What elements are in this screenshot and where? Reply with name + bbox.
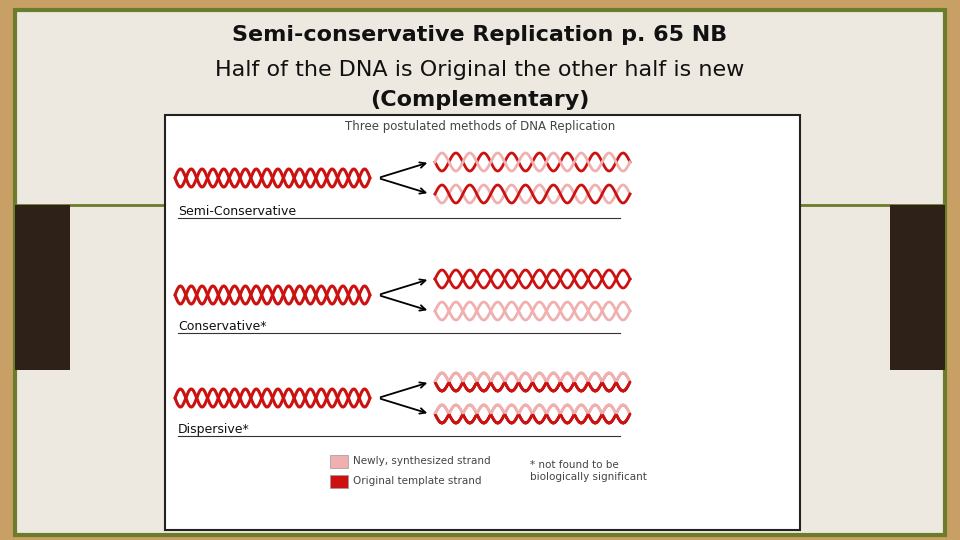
Bar [330, 455, 348, 468]
Bar [165, 115, 800, 530]
Text: Newly, synthesized strand: Newly, synthesized strand [353, 456, 491, 466]
Text: Conservative*: Conservative* [178, 320, 267, 333]
Text: (Complementary): (Complementary) [371, 90, 589, 110]
Text: Three postulated methods of DNA Replication: Three postulated methods of DNA Replicat… [345, 120, 615, 133]
Bar [330, 475, 348, 488]
Text: Half of the DNA is Original the other half is new: Half of the DNA is Original the other ha… [215, 60, 745, 80]
Text: * not found to be
biologically significant: * not found to be biologically significa… [530, 460, 647, 482]
Text: Dispersive*: Dispersive* [178, 423, 250, 436]
Bar [15, 205, 70, 370]
Text: Semi-Conservative: Semi-Conservative [178, 205, 296, 218]
Bar [890, 205, 945, 370]
Text: Semi-conservative Replication p. 65 NB: Semi-conservative Replication p. 65 NB [232, 25, 728, 45]
Text: Original template strand: Original template strand [353, 476, 482, 486]
